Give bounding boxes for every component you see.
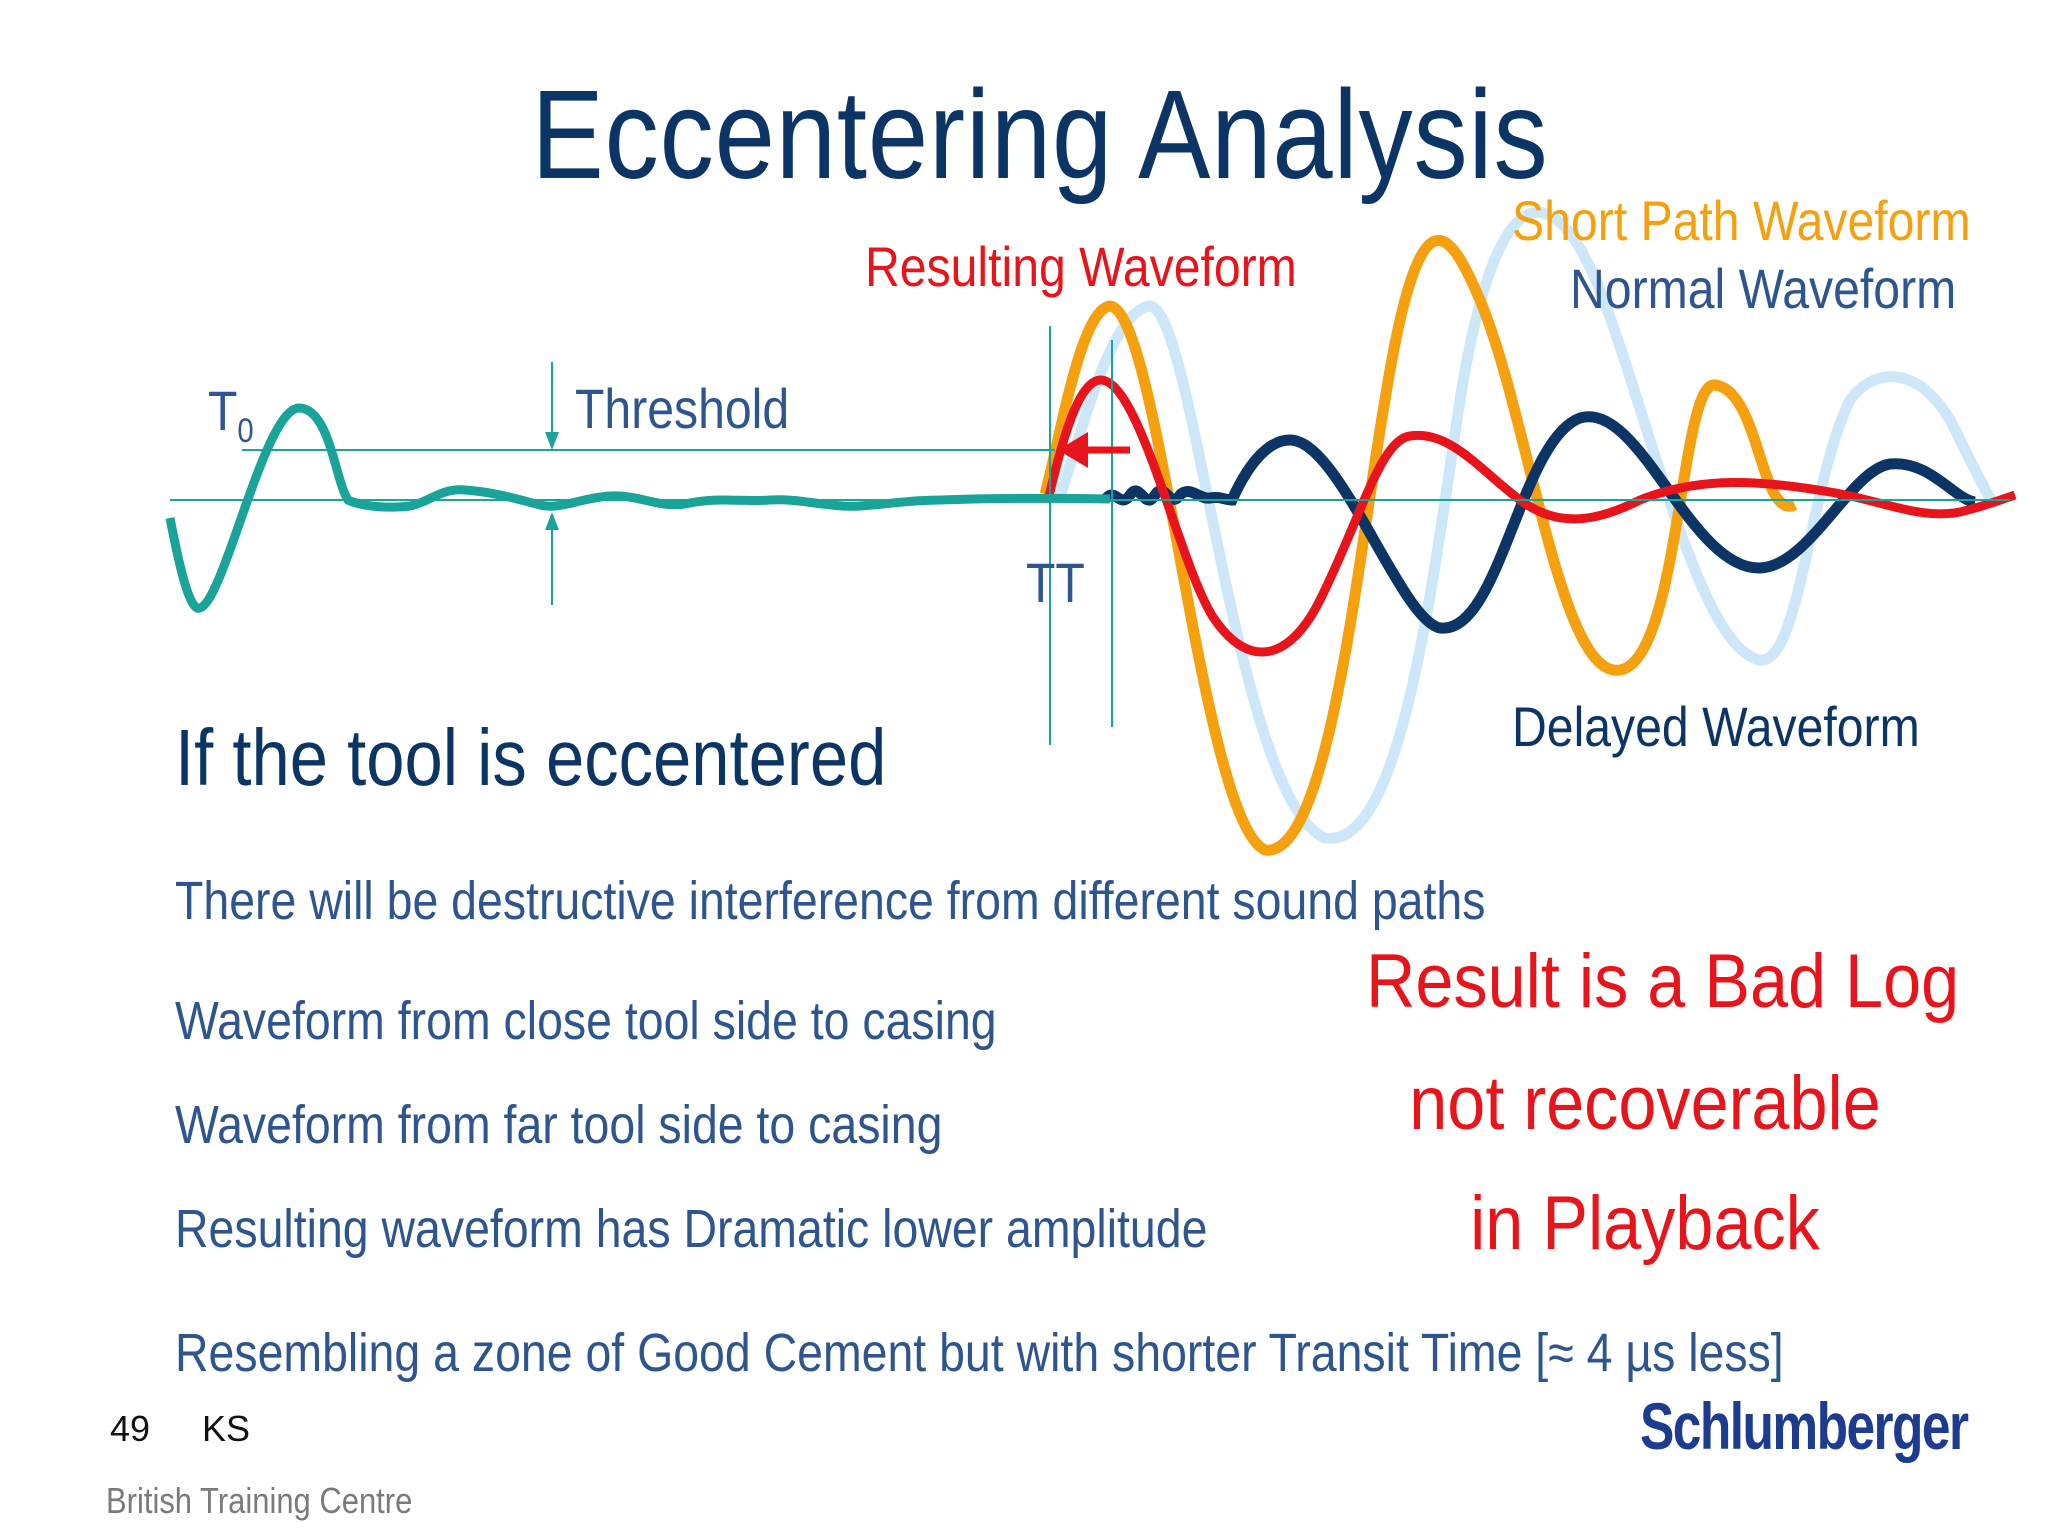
resulting-waveform-label: Resulting Waveform: [865, 235, 1297, 298]
shift-arrow-icon: [1058, 432, 1088, 468]
short-path-waveform-label: Short Path Waveform: [1512, 189, 1971, 252]
training-centre-label: British Training Centre: [106, 1480, 413, 1521]
bullet-far-side: Waveform from far tool side to casing: [175, 1095, 943, 1155]
tt-label: TT: [1026, 551, 1085, 614]
result-line-2: not recoverable: [1409, 1061, 1881, 1146]
result-line-1: Result is a Bad Log: [1366, 939, 1960, 1024]
result-line-3: in Playback: [1470, 1181, 1820, 1266]
normal-waveform-label: Normal Waveform: [1570, 257, 1957, 320]
bullet-transit-time: Resembling a zone of Good Cement but wit…: [175, 1323, 1784, 1383]
bullet-lower-amplitude: Resulting waveform has Dramatic lower am…: [175, 1199, 1208, 1259]
schlumberger-logo: Schlumberger: [1640, 1389, 1969, 1463]
bullet-close-side: Waveform from close tool side to casing: [175, 991, 997, 1051]
threshold-down-arrow-icon: [545, 432, 559, 450]
short-path-waveform-line: [1039, 235, 1798, 856]
bullet-interference: There will be destructive interference f…: [175, 871, 1486, 931]
original-waveform-line: [165, 403, 1111, 613]
section-heading: If the tool is eccentered: [175, 713, 887, 802]
normal-waveform-line: [1054, 207, 2000, 844]
resulting-waveform-line: [1043, 375, 2017, 657]
page-number: 49: [110, 1408, 151, 1449]
t0-label: T0: [208, 379, 254, 451]
threshold-label: Threshold: [575, 377, 790, 440]
threshold-up-arrow-icon: [545, 512, 559, 530]
author-initials: KS: [202, 1408, 251, 1449]
page-title: Eccentering Analysis: [531, 64, 1549, 205]
delayed-waveform-label: Delayed Waveform: [1512, 695, 1920, 758]
